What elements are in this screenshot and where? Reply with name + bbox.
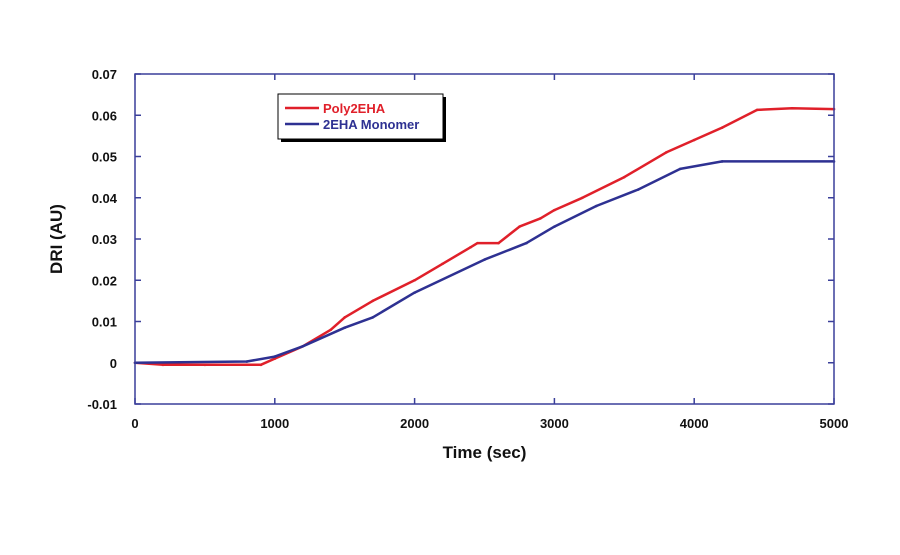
x-tick-label: 0 (131, 416, 138, 431)
data-point (469, 245, 472, 249)
x-tick-label: 2000 (400, 416, 429, 431)
series-line-poly2eha (134, 106, 835, 367)
data-point (413, 291, 416, 294)
y-tick-label: 0.02 (92, 273, 117, 288)
data-point (245, 360, 249, 363)
data-point (720, 160, 724, 163)
y-tick-label: 0.07 (92, 67, 117, 82)
data-point (678, 167, 682, 171)
y-axis-label: DRI (AU) (47, 204, 66, 274)
data-point (581, 196, 584, 200)
y-tick-label: 0.06 (92, 108, 117, 123)
y-tick-label: -0.01 (87, 397, 117, 412)
data-point (413, 278, 416, 282)
data-point (273, 355, 277, 358)
data-point (790, 106, 794, 110)
data-point (371, 299, 374, 303)
data-point (664, 151, 668, 154)
data-point (720, 126, 724, 129)
x-tick-label: 5000 (820, 416, 849, 431)
data-point (595, 204, 598, 208)
y-tick-label: 0.03 (92, 232, 117, 247)
x-tick-label: 4000 (680, 416, 709, 431)
x-tick-label: 3000 (540, 416, 569, 431)
data-point (441, 262, 444, 266)
data-point (301, 344, 305, 348)
data-point (623, 175, 626, 179)
data-point (553, 208, 556, 212)
data-point (553, 225, 556, 228)
data-point (343, 326, 347, 329)
data-point (483, 258, 486, 261)
data-point (497, 241, 500, 245)
x-axis-label: Time (sec) (443, 443, 527, 462)
data-point (539, 217, 542, 220)
data-point (161, 363, 165, 367)
data-point (476, 241, 479, 245)
legend-label-poly2eha: Poly2EHA (323, 101, 386, 116)
data-point (692, 138, 696, 142)
y-tick-label: 0.01 (92, 315, 117, 330)
data-point (259, 363, 263, 367)
data-point (518, 225, 521, 228)
data-point (371, 316, 374, 319)
data-point (755, 108, 759, 112)
data-point (636, 188, 640, 191)
y-tick-label: 0 (110, 356, 117, 371)
data-point (203, 363, 207, 367)
x-tick-label: 1000 (260, 416, 289, 431)
data-point (525, 241, 528, 245)
y-tick-label: 0.04 (92, 191, 118, 206)
legend-label-2eha-monomer: 2EHA Monomer (323, 117, 419, 132)
series-line-2eha-monomer (134, 160, 834, 365)
plot-frame (134, 73, 835, 405)
legend: Poly2EHA 2EHA Monomer (277, 93, 446, 142)
data-point (329, 328, 333, 332)
data-point (343, 316, 347, 319)
y-tick-label: 0.05 (92, 150, 117, 165)
